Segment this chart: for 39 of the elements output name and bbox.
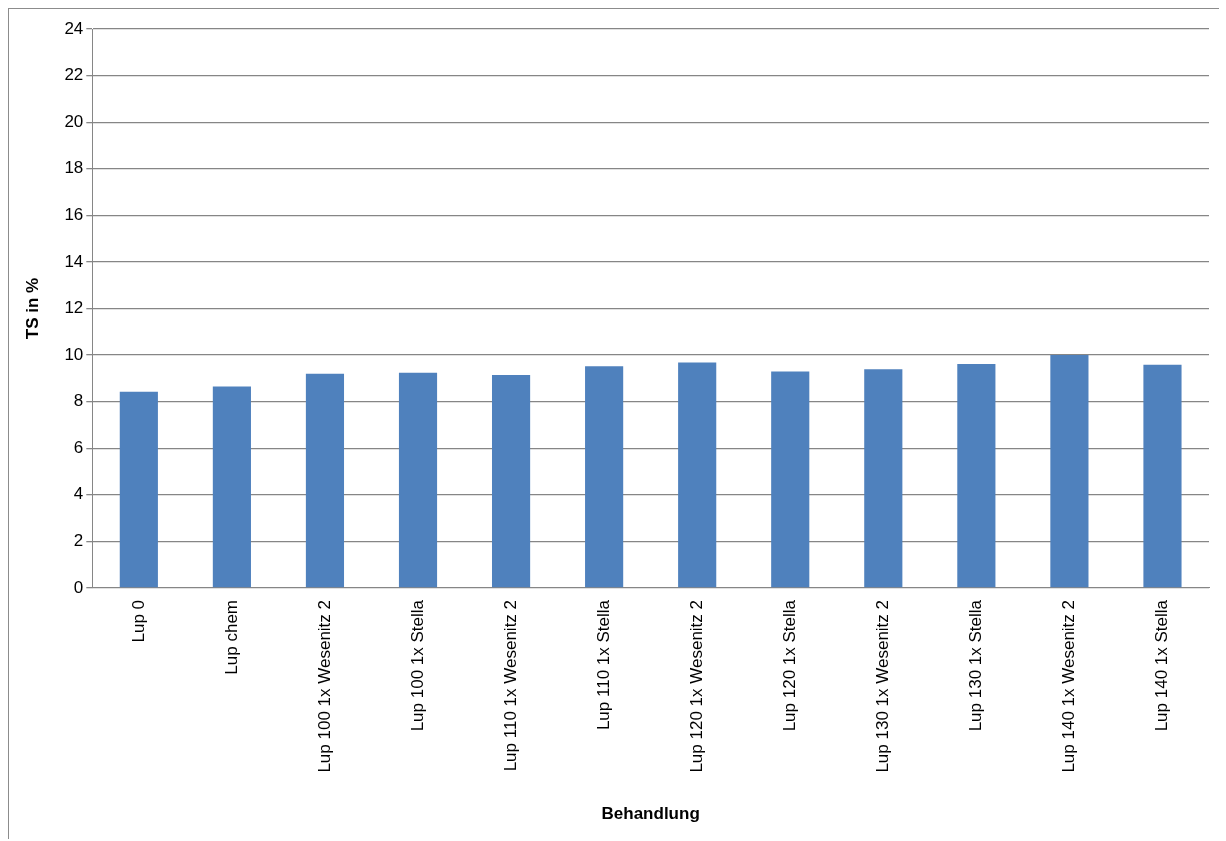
bar [1050, 355, 1089, 588]
y-tick-label: 8 [73, 391, 84, 411]
y-tick-label: 24 [64, 18, 84, 38]
y-tick-label: 2 [73, 531, 84, 551]
y-tick-label: 12 [64, 298, 84, 318]
y-tick-label: 10 [64, 344, 84, 364]
x-tick-label: Lup 140 1x Stella [1152, 599, 1172, 732]
y-tick-label: 14 [64, 251, 84, 271]
x-tick-label: Lup 120 1x Wesenitz 2 [686, 599, 706, 773]
x-tick-label: Lup 110 1x Stella [593, 599, 613, 731]
x-tick-label: Lup 100 1x Stella [407, 599, 427, 732]
bar [1143, 364, 1182, 588]
y-tick-label: 18 [64, 158, 84, 178]
bar [771, 371, 810, 588]
bar [864, 369, 903, 588]
x-tick-label: Lup 0 [128, 599, 148, 643]
y-tick-label: 16 [64, 205, 84, 225]
x-tick-label: Lup 110 1x Wesenitz 2 [500, 599, 520, 772]
bar [491, 375, 531, 588]
bar [585, 366, 624, 588]
y-tick-label: 20 [64, 111, 84, 131]
y-tick-label: 6 [73, 437, 84, 457]
x-tick-label: Lup chem [221, 599, 241, 675]
x-axis-title: Behandlung [601, 804, 700, 824]
x-tick-label: Lup 130 1x Stella [966, 599, 986, 732]
x-tick-label: Lup 140 1x Wesenitz 2 [1059, 599, 1079, 773]
bar [398, 372, 438, 588]
y-axis-title: TS in % [22, 277, 42, 340]
bar [305, 373, 345, 588]
x-tick-label: Lup 120 1x Stella [779, 599, 799, 732]
bar [212, 386, 251, 588]
y-tick-label: 0 [73, 577, 84, 597]
bar [119, 391, 158, 588]
y-tick-label: 22 [64, 65, 84, 85]
x-tick-label: Lup 130 1x Wesenitz 2 [872, 599, 892, 773]
bar [678, 362, 717, 588]
y-tick-label: 4 [73, 484, 84, 504]
x-tick-label: Lup 100 1x Wesenitz 2 [314, 599, 334, 773]
bar [957, 363, 996, 588]
